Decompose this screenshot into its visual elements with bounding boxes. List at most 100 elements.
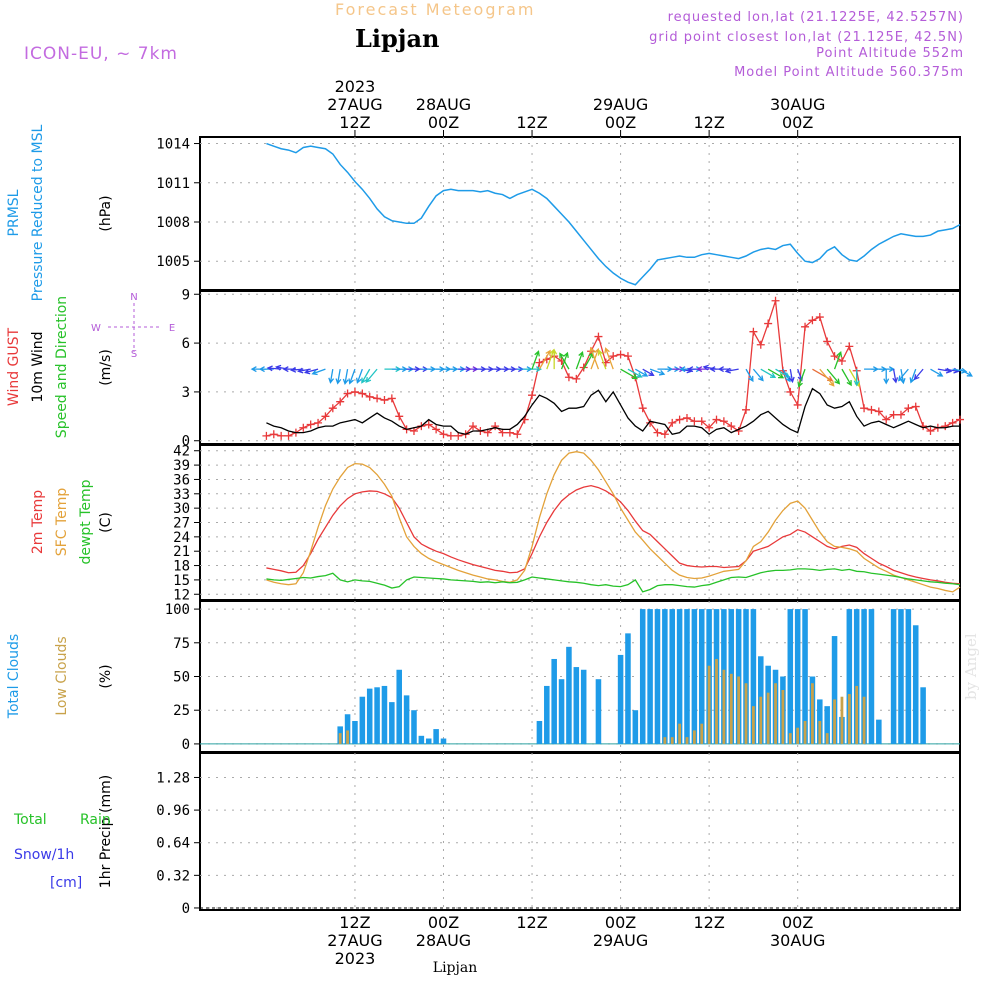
low-cloud-bar — [847, 694, 851, 744]
bottom-time-label: 12Z — [516, 913, 547, 932]
low-cloud-bar — [346, 730, 349, 744]
total-cloud-bar — [625, 633, 631, 744]
total-cloud-bar — [359, 696, 366, 744]
wind-direction-arrow — [627, 368, 643, 378]
wind-gust-point — [771, 296, 780, 305]
wind-gust-point — [343, 389, 352, 398]
wind-direction-arrow — [833, 350, 843, 370]
pressure-ylabel: (hPa) — [98, 195, 114, 231]
wind-gust-point — [446, 431, 455, 440]
clouds-ytick-label: 50 — [173, 670, 190, 686]
wind-direction-arrow — [328, 369, 335, 384]
wind-gust-point — [439, 430, 448, 439]
wind-gust-point — [911, 402, 920, 411]
temperature-ytick-label: 39 — [173, 458, 190, 474]
wind-gust-point — [350, 387, 359, 396]
top-time-label: 12Z — [693, 113, 724, 132]
wind-gust-point — [808, 316, 817, 325]
wind-speed-line — [266, 387, 960, 436]
wind-ylabel: (m/s) — [98, 349, 114, 386]
total-cloud-bar — [698, 609, 705, 744]
total-cloud-bar — [418, 735, 425, 744]
bottom-time-label: 00Z — [605, 913, 636, 932]
total-cloud-bar — [876, 719, 882, 744]
wind-direction-arrow — [303, 368, 319, 375]
total-cloud-bar — [846, 609, 853, 744]
wind-gust-point — [904, 404, 913, 413]
total-cloud-bar — [425, 738, 432, 744]
wind-gust-point — [314, 418, 323, 427]
pressure-line — [266, 142, 961, 286]
low-cloud-bar — [825, 733, 829, 744]
compass-cross — [108, 303, 160, 352]
wind-direction-arrow — [620, 368, 639, 380]
model-name: ICON-EU, ~ 7km — [24, 44, 178, 64]
wind-direction-arrow — [930, 368, 944, 377]
wind-gust-point — [269, 430, 278, 439]
wind-gust-point — [594, 332, 603, 341]
wind-direction-arrow — [788, 369, 795, 384]
total-cloud-bar — [684, 609, 690, 744]
low-cloud-bar — [796, 727, 800, 744]
low-cloud-bar — [692, 730, 696, 744]
wind-gust-point — [432, 425, 441, 434]
wind-gust-point — [756, 340, 765, 349]
low-cloud-bar — [338, 733, 342, 744]
wind-gust-point — [830, 352, 839, 361]
total-cloud-bar — [389, 702, 395, 744]
total-cloud-bar — [787, 609, 794, 744]
wind-gust-point — [387, 394, 396, 403]
low-cloud-bar — [766, 692, 770, 744]
precip-rain-label: Rain — [80, 812, 111, 828]
precipitation-ytick-label: 0.32 — [156, 868, 190, 884]
wind-direction-arrow — [892, 369, 899, 384]
total-cloud-bar — [868, 609, 875, 744]
top-time-label: 29AUG — [593, 95, 648, 114]
panel-label: 10m Wind — [30, 331, 46, 402]
wind-direction-arrow — [826, 368, 841, 385]
wind-gust-point — [675, 415, 684, 424]
wind-gust-point — [365, 392, 374, 401]
total-cloud-bar — [861, 609, 867, 744]
panel-label: Low Clouds — [54, 636, 70, 715]
total-cloud-bar — [573, 667, 580, 744]
wind-direction-arrow — [635, 368, 649, 377]
wind-direction-arrow — [575, 350, 584, 370]
wind-gust-point — [336, 397, 345, 406]
low-cloud-bar — [707, 665, 711, 744]
grid-lines — [200, 137, 960, 910]
panel-label: PRMSL — [6, 189, 22, 236]
precipitation-ytick-label: 0 — [182, 901, 190, 917]
wind-gust-point — [867, 405, 876, 414]
low-cloud-bar — [788, 733, 792, 744]
temp-sfc-line — [266, 451, 961, 593]
total-cloud-bar — [853, 609, 860, 744]
wind-gust-point — [616, 350, 625, 359]
wind-direction-arrow — [767, 368, 785, 379]
wind-direction-arrow — [348, 368, 356, 385]
wind-gust-point — [572, 374, 581, 383]
wind-gust-point — [535, 358, 544, 367]
total-cloud-bar — [352, 720, 358, 744]
temperature-ytick-label: 12 — [173, 587, 190, 603]
total-cloud-bar — [536, 720, 543, 744]
axis-labels: 1005100810111014036912151821242730333639… — [156, 77, 825, 976]
wind-gust-point — [690, 417, 699, 426]
wind-gust-point — [284, 431, 293, 440]
wind-direction-arrow — [745, 368, 754, 383]
wind-direction-arrow — [752, 368, 764, 382]
total-cloud-bar — [580, 669, 587, 744]
wind-gust-point — [653, 428, 662, 437]
wind-direction-arrow — [538, 349, 551, 370]
total-cloud-bar — [743, 609, 749, 744]
panel-label: Total Clouds — [6, 634, 22, 719]
bottom-time-label: 12Z — [693, 913, 724, 932]
wind-gust-point — [815, 313, 824, 322]
chart-title: Forecast Meteogram — [335, 0, 536, 19]
wind-ytick-label: 3 — [182, 385, 190, 401]
wind-gust-point — [564, 373, 573, 382]
total-cloud-bar — [403, 695, 410, 744]
low-cloud-bar — [855, 685, 859, 744]
low-cloud-bar — [759, 696, 763, 744]
